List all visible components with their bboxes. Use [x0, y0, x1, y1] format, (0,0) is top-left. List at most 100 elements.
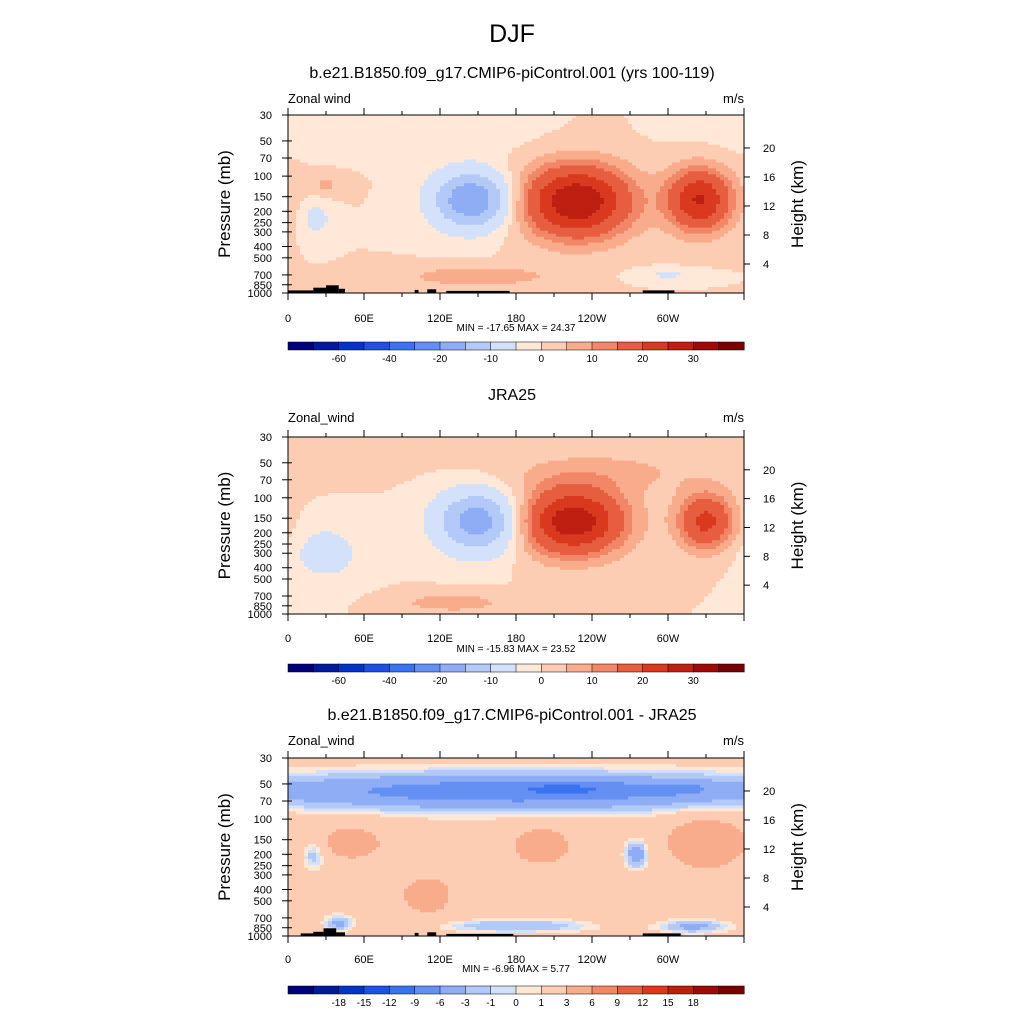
field-cell [700, 171, 705, 175]
field-cell [392, 120, 397, 125]
field-cell [548, 129, 553, 134]
field-cell [400, 171, 405, 175]
field-cell [672, 115, 677, 119]
field-cell [572, 138, 577, 143]
field-cell [340, 171, 345, 175]
field-cell [292, 141, 297, 146]
field-cell [372, 147, 377, 152]
field-cell [492, 168, 497, 172]
field-cell [536, 147, 541, 152]
field-cell [320, 192, 325, 196]
field-cell [584, 117, 589, 122]
field-cell [424, 192, 429, 196]
field-cell [520, 117, 525, 122]
field-cell [644, 150, 649, 155]
field-cell [700, 120, 705, 125]
field-cell [704, 153, 709, 158]
field-cell [428, 132, 433, 137]
field-cell [692, 123, 697, 128]
field-cell [464, 150, 469, 155]
field-cell [588, 183, 593, 187]
field-cell [448, 132, 453, 137]
field-cell [420, 180, 425, 184]
field-cell [568, 135, 573, 140]
field-cell [612, 135, 617, 140]
field-cell [504, 165, 509, 169]
field-cell [360, 129, 365, 134]
field-cell [396, 171, 401, 175]
field-cell [676, 141, 681, 146]
field-cell [708, 144, 713, 149]
field-cell [296, 165, 301, 169]
field-cell [432, 144, 437, 149]
field-cell [736, 192, 741, 196]
field-cell [536, 171, 541, 175]
field-cell [568, 162, 573, 167]
field-cell [556, 129, 561, 134]
field-cell [368, 156, 373, 161]
field-cell [520, 138, 525, 143]
field-cell [504, 138, 509, 143]
field-cell [520, 150, 525, 155]
field-cell [704, 168, 709, 172]
field-cell [672, 168, 677, 172]
field-cell [572, 159, 577, 164]
field-cell [420, 156, 425, 161]
field-cell [616, 192, 621, 196]
field-cell [492, 165, 497, 169]
field-cell [476, 168, 481, 172]
field-cell [564, 195, 569, 199]
field-cell [716, 162, 721, 167]
field-cell [620, 192, 625, 196]
field-cell [700, 153, 705, 158]
field-cell [636, 189, 641, 193]
field-cell [688, 153, 693, 158]
field-cell [624, 132, 629, 137]
field-cell [292, 150, 297, 155]
field-cell [420, 117, 425, 122]
field-cell [296, 115, 301, 119]
field-cell [516, 156, 521, 161]
field-cell [548, 168, 553, 172]
field-cell [564, 162, 569, 167]
field-cell [432, 126, 437, 131]
field-cell [464, 141, 469, 146]
field-cell [708, 138, 713, 143]
field-cell [712, 156, 717, 161]
field-cell [696, 174, 701, 178]
field-cell [736, 115, 741, 119]
field-cell [412, 171, 417, 175]
field-cell [696, 189, 701, 193]
field-cell [332, 180, 337, 184]
field-cell [492, 150, 497, 155]
field-cell [632, 177, 637, 181]
field-cell [592, 144, 597, 149]
field-cell [660, 129, 665, 134]
field-cell [620, 159, 625, 164]
field-cell [672, 144, 677, 149]
field-cell [540, 177, 545, 181]
field-cell [392, 135, 397, 140]
field-cell [560, 183, 565, 187]
field-cell [348, 174, 353, 178]
field-cell [648, 141, 653, 146]
field-cell [580, 180, 585, 184]
field-cell [504, 186, 509, 190]
field-cell [680, 141, 685, 146]
field-cell [592, 150, 597, 155]
field-cell [544, 156, 549, 161]
field-cell [336, 192, 341, 196]
field-cell [392, 115, 397, 119]
field-cell [296, 174, 301, 178]
field-cell [440, 162, 445, 167]
field-cell [672, 123, 677, 128]
field-cell [712, 120, 717, 125]
field-cell [644, 171, 649, 175]
field-cell [500, 183, 505, 187]
field-cell [600, 180, 605, 184]
field-cell [548, 186, 553, 190]
field-cell [560, 150, 565, 155]
field-cell [500, 135, 505, 140]
units-label: m/s [723, 91, 744, 106]
field-cell [492, 153, 497, 158]
